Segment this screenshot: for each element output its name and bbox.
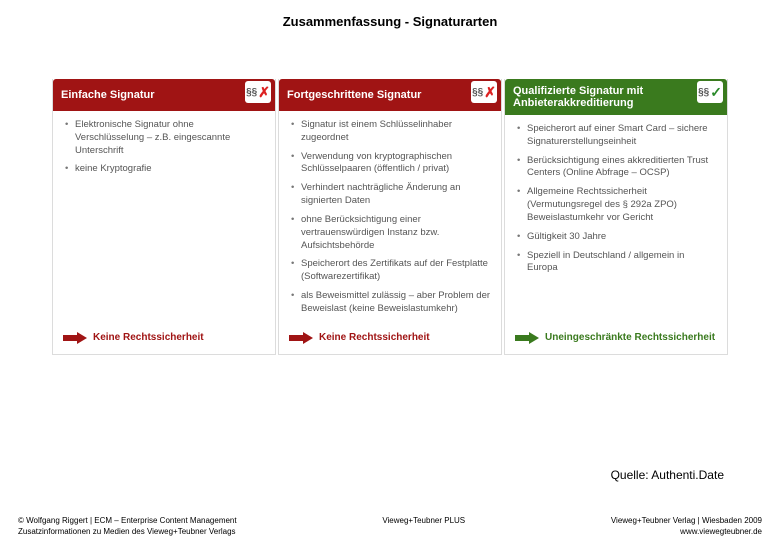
footer-url: www.viewegteubner.de (611, 527, 762, 538)
footer-subtitle: Zusatzinformationen zu Medien des Vieweg… (18, 527, 237, 538)
list-item: Speziell in Deutschland / allgemein in E… (515, 250, 717, 276)
footer-verdict: Keine Rechtssicherheit (93, 332, 204, 343)
footer-verdict: Keine Rechtssicherheit (319, 332, 430, 343)
column-footer: Keine Rechtssicherheit (53, 328, 275, 354)
list-item: als Beweismittel zulässig – aber Problem… (289, 290, 491, 316)
list-item: Speicherort auf einer Smart Card – siche… (515, 123, 717, 149)
arrow-right-icon (289, 332, 313, 344)
cross-icon: ✗ (484, 84, 496, 101)
footer-left: © Wolfgang Riggert | ECM – Enterprise Co… (18, 516, 237, 538)
list-item: Signatur ist einem Schlüsselinhaber zuge… (289, 119, 491, 145)
list-item: Berücksichtigung eines akkreditierten Tr… (515, 155, 717, 181)
page-title: Zusammenfassung - Signaturarten (0, 14, 780, 29)
bullet-list: Speicherort auf einer Smart Card – siche… (515, 123, 717, 275)
footer-right: Vieweg+Teubner Verlag | Wiesbaden 2009 w… (611, 516, 762, 538)
bullet-list: Signatur ist einem Schlüsselinhaber zuge… (289, 119, 491, 316)
arrow-right-icon (515, 332, 539, 344)
badge-cross-icon: §§✗ (245, 81, 271, 103)
page-footer: © Wolfgang Riggert | ECM – Enterprise Co… (18, 516, 762, 538)
paragraph-symbol: §§ (472, 87, 483, 98)
column-header: Qualifizierte Signatur mit Anbieterakkre… (505, 79, 727, 115)
badge-check-icon: §§✓ (697, 81, 723, 103)
list-item: ohne Berücksichtigung einer vertrauenswü… (289, 214, 491, 252)
paragraph-symbol: §§ (246, 87, 257, 98)
arrow-right-icon (63, 332, 87, 344)
cross-icon: ✗ (258, 84, 270, 101)
list-item: Allgemeine Rechtssicherheit (Vermutungsr… (515, 186, 717, 224)
badge-cross-icon: §§✗ (471, 81, 497, 103)
signature-column: Qualifizierte Signatur mit Anbieterakkre… (504, 79, 728, 355)
signature-column: Fortgeschrittene Signatur §§✗ Signatur ist… (278, 79, 502, 355)
footer-verdict: Uneingeschränkte Rechtssicherheit (545, 332, 715, 343)
list-item: keine Kryptografie (63, 163, 265, 176)
footer-publisher: Vieweg+Teubner Verlag | Wiesbaden 2009 (611, 516, 762, 527)
column-header-label: Einfache Signatur (61, 89, 155, 101)
column-body: Speicherort auf einer Smart Card – siche… (505, 115, 727, 328)
column-footer: Uneingeschränkte Rechtssicherheit (505, 328, 727, 354)
footer-center: Vieweg+Teubner PLUS (237, 516, 611, 538)
list-item: Speicherort des Zertifikats auf der Fest… (289, 258, 491, 284)
column-header-label: Fortgeschrittene Signatur (287, 89, 421, 101)
columns-container: Einfache Signatur§§✗Elektronische Signat… (52, 79, 728, 355)
paragraph-symbol: §§ (698, 87, 709, 98)
list-item: Verwendung von kryptographischen Schlüss… (289, 151, 491, 177)
column-header: Einfache Signatur §§✗ (53, 79, 275, 111)
column-body: Signatur ist einem Schlüsselinhaber zuge… (279, 111, 501, 328)
column-header-label: Qualifizierte Signatur mit Anbieterakkre… (513, 85, 719, 109)
source-label: Quelle: Authenti.Date (611, 468, 724, 482)
list-item: Verhindert nachträgliche Änderung an sig… (289, 182, 491, 208)
signature-column: Einfache Signatur §§✗ Elektronische Signat… (52, 79, 276, 355)
column-header: Fortgeschrittene Signatur §§✗ (279, 79, 501, 111)
check-icon: ✓ (710, 84, 722, 101)
list-item: Elektronische Signatur ohne Verschlüssel… (63, 119, 265, 157)
column-footer: Keine Rechtssicherheit (279, 328, 501, 354)
column-body: Elektronische Signatur ohne Verschlüssel… (53, 111, 275, 328)
list-item: Gültigkeit 30 Jahre (515, 231, 717, 244)
footer-author: © Wolfgang Riggert | ECM – Enterprise Co… (18, 516, 237, 527)
bullet-list: Elektronische Signatur ohne Verschlüssel… (63, 119, 265, 176)
